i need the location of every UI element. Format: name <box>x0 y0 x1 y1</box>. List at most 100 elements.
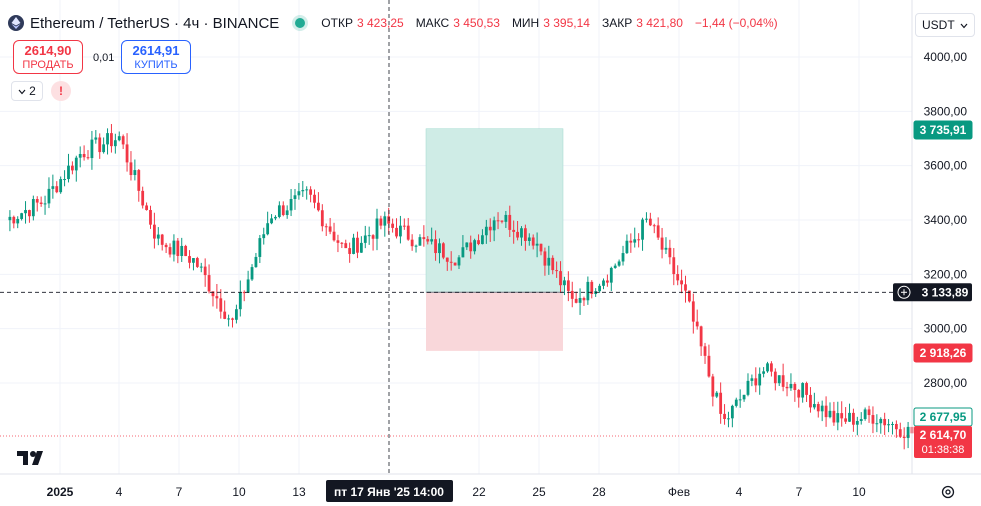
candle-body <box>102 144 106 153</box>
tradingview-logo-icon[interactable] <box>17 449 49 467</box>
ethereum-logo-icon[interactable] <box>8 15 24 31</box>
candle-body <box>426 239 430 242</box>
candle-body <box>695 321 699 327</box>
candle <box>809 387 812 413</box>
chart-lines <box>0 0 912 474</box>
price-tick-label: 3400,00 <box>924 213 968 227</box>
crosshair-price-text: 3 133,89 <box>922 285 969 299</box>
candle <box>730 404 734 428</box>
candle-body <box>121 136 125 145</box>
candle-body <box>31 199 35 217</box>
candle <box>24 201 27 224</box>
candle <box>348 242 352 263</box>
indicators-toggle-button[interactable]: 2 <box>11 81 43 101</box>
buy-button[interactable]: 2614,91 КУПИТЬ <box>121 40 191 74</box>
candle <box>74 155 78 182</box>
candle-body <box>629 240 633 243</box>
currency-select[interactable]: USDT <box>915 13 975 37</box>
candle <box>719 382 723 424</box>
candle <box>336 234 340 253</box>
candle-body <box>746 380 750 395</box>
candle-body <box>422 237 426 240</box>
candle <box>47 177 51 209</box>
candle-body <box>637 239 641 241</box>
candle-body <box>781 375 785 387</box>
candle <box>609 266 613 292</box>
candle <box>309 186 313 203</box>
candle <box>711 373 715 407</box>
candle-body <box>86 157 90 159</box>
candle-body <box>883 418 887 426</box>
candle-body <box>363 235 367 243</box>
candle <box>215 284 219 309</box>
candle-body <box>777 375 781 384</box>
candle-body <box>758 373 762 386</box>
candle-body <box>141 190 145 206</box>
candle <box>566 271 570 302</box>
candle <box>715 391 719 399</box>
candle <box>680 269 683 294</box>
candle <box>766 361 769 373</box>
sell-button[interactable]: 2614,90 ПРОДАТЬ <box>13 40 83 74</box>
candle-body <box>348 248 352 254</box>
candle <box>617 259 621 267</box>
candle-body <box>578 297 582 303</box>
candle <box>621 245 625 266</box>
candle <box>836 401 840 431</box>
candle <box>586 276 590 305</box>
candle-body <box>317 202 320 211</box>
candle <box>539 243 543 256</box>
candle <box>145 202 148 211</box>
candle <box>203 258 207 287</box>
candle-body <box>809 394 812 408</box>
market-open-indicator-icon <box>295 18 306 28</box>
candle <box>625 234 629 255</box>
candle-body <box>336 240 340 243</box>
stop-price-label-bg <box>913 343 973 363</box>
candle <box>547 245 551 275</box>
candle <box>602 278 605 290</box>
candle-body <box>793 383 797 390</box>
candle <box>137 169 141 202</box>
candle-body <box>832 410 836 423</box>
candle <box>871 406 875 434</box>
candle-body <box>906 426 910 439</box>
candle-body <box>555 270 559 272</box>
candle-body <box>734 399 738 406</box>
candle <box>430 227 434 245</box>
data-problem-alert-icon[interactable]: ! <box>51 81 71 101</box>
candle <box>242 290 246 302</box>
symbol-title[interactable]: Ethereum / TetherUS · 4ч · BINANCE <box>30 14 280 32</box>
candle-body <box>492 220 496 231</box>
candle <box>184 244 188 257</box>
candle-body <box>117 136 121 141</box>
candle <box>20 212 24 221</box>
candle-body <box>730 405 734 419</box>
candle-body <box>242 292 246 294</box>
candle-body <box>8 216 12 221</box>
candle-body <box>641 219 644 240</box>
candle <box>199 262 203 273</box>
candle-body <box>231 318 234 320</box>
candle <box>231 317 234 328</box>
candle <box>770 361 773 377</box>
candle <box>164 242 168 254</box>
candle-body <box>192 258 195 263</box>
time-tick-label: 22 <box>472 485 486 499</box>
candle <box>777 375 781 386</box>
candle-body <box>805 383 808 395</box>
candle <box>152 212 156 249</box>
candle-body <box>367 235 371 237</box>
chevron-down-icon <box>18 84 26 98</box>
settings-gear-icon[interactable] <box>937 481 959 503</box>
target-profit-zone <box>425 128 564 293</box>
candle-body <box>434 239 437 254</box>
candle-body <box>457 257 461 266</box>
candle <box>516 220 519 241</box>
time-tick-label: 7 <box>796 485 803 499</box>
candle <box>438 238 441 264</box>
candle-body <box>855 420 859 425</box>
candle-body <box>602 280 605 286</box>
